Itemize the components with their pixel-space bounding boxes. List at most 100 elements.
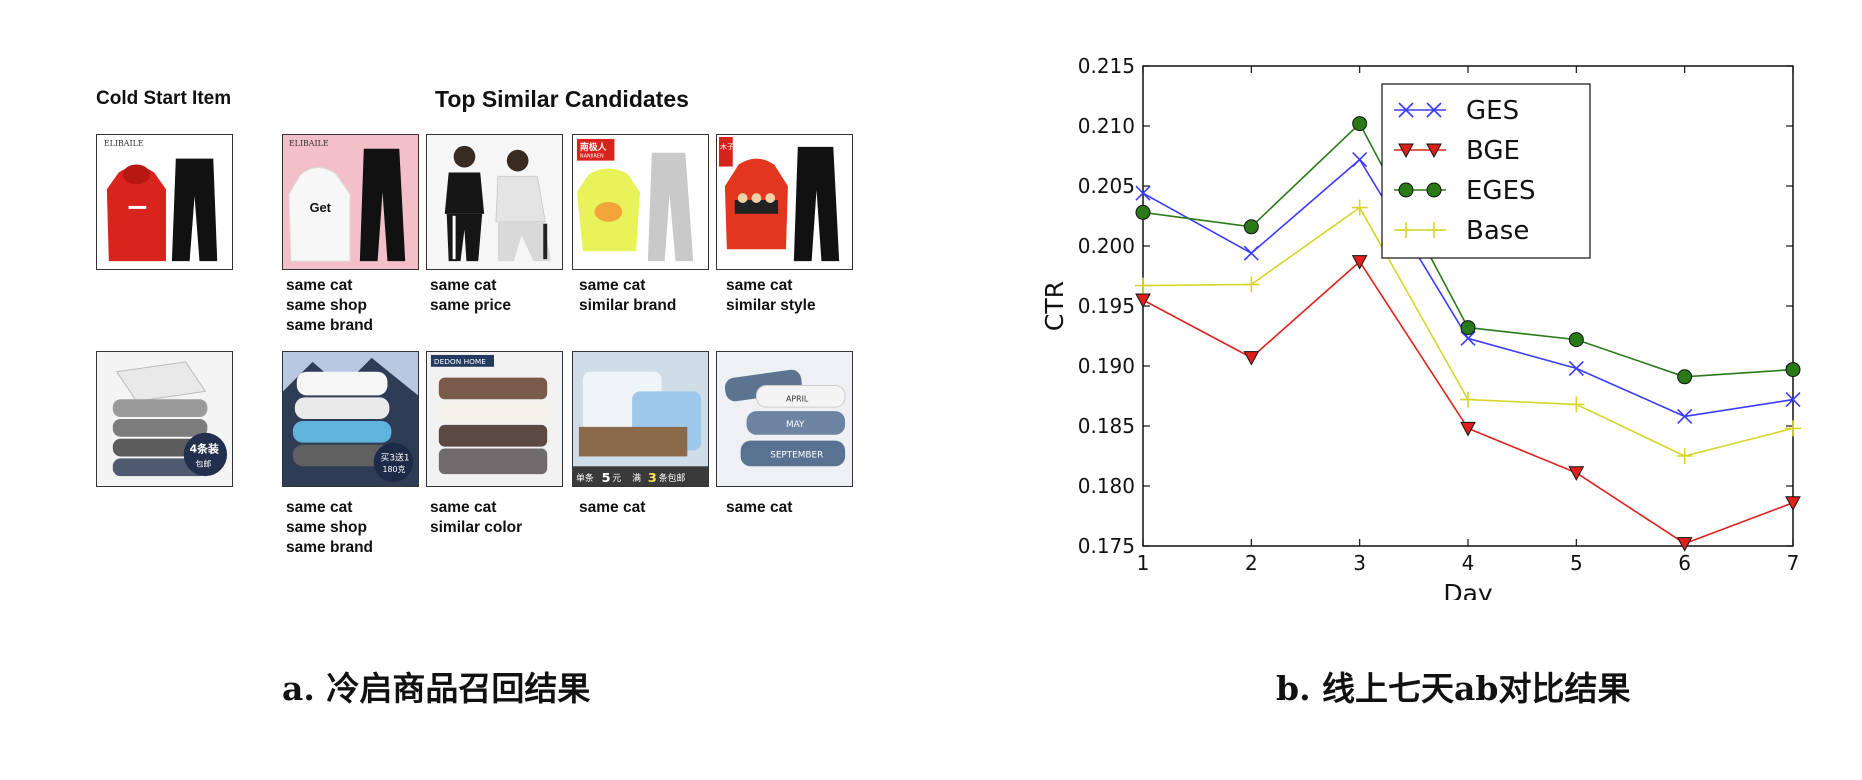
candidate-image-row1-2 [426, 134, 563, 270]
promo-text-3: 条包邮 [659, 472, 686, 484]
subcaption-a: a. 冷启商品召回结果 [282, 669, 591, 708]
caption-line: similar style [726, 297, 816, 314]
legend-marker [1426, 182, 1442, 198]
data-point-eges [1243, 219, 1259, 235]
data-point-base [1785, 420, 1801, 437]
candidate-image-row1-3: 南极人 NANJIREN [572, 134, 709, 270]
caption-line: similar brand [579, 297, 677, 314]
data-point-ges [1568, 360, 1584, 376]
caption-row1-3: same cat similar brand [579, 276, 676, 316]
legend-marker [1398, 102, 1414, 118]
caption-line: same cat [430, 499, 497, 516]
chart-series [1135, 116, 1801, 552]
y-tick-label: 0.205 [1078, 174, 1135, 198]
legend-marker [1426, 143, 1442, 159]
caption-row2-2: same cat similar color [430, 498, 522, 538]
brand-logo-text: 木子 [720, 142, 734, 151]
data-point-eges [1460, 320, 1476, 336]
caption-line: similar color [430, 519, 523, 536]
towel-text-2: MAY [786, 420, 805, 430]
hoodie-print-text: Get [310, 200, 332, 215]
data-point-eges [1568, 332, 1584, 348]
data-point-eges [1352, 116, 1368, 132]
legend-label: EGES [1466, 176, 1536, 206]
candidate-image-row2-2: DEDON HOME [426, 351, 563, 487]
data-point-eges [1785, 362, 1801, 378]
y-tick-label: 0.180 [1078, 474, 1135, 498]
y-axis-label: CTR [1040, 281, 1069, 331]
legend-marker [1398, 143, 1414, 159]
data-point-base [1568, 396, 1585, 413]
y-tick-label: 0.215 [1078, 54, 1135, 78]
chart-legend: GES BGE EGES Base [1381, 83, 1591, 259]
brand-logo-subtext: NANJIREN [580, 154, 604, 160]
candidate-image-row2-3: 单条 5 元 满 3 条包邮 [572, 351, 709, 487]
promo-text-2: 满 [632, 473, 641, 484]
candidate-image-row1-4: 木子 [716, 134, 853, 270]
candidate-image-row2-1: 买3送1 180克 [282, 351, 419, 487]
series-eges [1135, 116, 1801, 385]
data-point-ges [1677, 408, 1693, 424]
promo-count: 3 [648, 471, 657, 486]
data-point-bge [1243, 351, 1260, 366]
promo-text-1: 单条 [576, 472, 594, 484]
caption-row1-4: same cat similar style [726, 276, 816, 316]
caption-line: same cat [286, 277, 353, 294]
legend-label: GES [1466, 96, 1519, 126]
y-tick-label: 0.200 [1078, 234, 1135, 258]
caption-line: same brand [286, 539, 374, 556]
panel-a-cold-start-results: Cold Start Item Top Similar Candidates E… [0, 0, 900, 780]
promo-price: 5 [602, 471, 611, 486]
data-point-eges [1135, 204, 1151, 220]
caption-row1-2: same cat same price [430, 276, 511, 316]
promo-text: 4条装 [190, 442, 219, 456]
promo-subtext: 包邮 [196, 458, 212, 468]
caption-line: same price [430, 297, 511, 314]
y-tick-label: 0.195 [1078, 294, 1135, 318]
data-point-bge [1568, 466, 1585, 481]
x-tick-label: 7 [1787, 551, 1800, 575]
x-axis-label: Day [1443, 579, 1493, 600]
legend-marker [1398, 222, 1414, 238]
brand-text: ELIBAILE [104, 139, 144, 148]
data-point-bge [1676, 537, 1693, 552]
caption-line: same cat [726, 277, 793, 294]
data-point-ges [1352, 152, 1368, 168]
data-point-base [1676, 448, 1693, 464]
caption-line: same cat [286, 499, 353, 516]
legend-label: Base [1466, 216, 1529, 246]
legend-box [1381, 83, 1591, 259]
data-point-base [1351, 199, 1368, 216]
legend-marker [1398, 182, 1414, 198]
data-point-ges [1785, 392, 1801, 408]
cold-start-header: Cold Start Item [96, 88, 232, 109]
data-point-bge [1135, 293, 1151, 309]
caption-line: same cat [579, 499, 646, 516]
series-ges [1135, 152, 1801, 424]
top-similar-header: Top Similar Candidates [435, 86, 689, 112]
candidate-image-row1-1: ELIBAILE Get [282, 134, 419, 270]
caption-line: same cat [726, 499, 793, 516]
data-point-base [1243, 276, 1260, 293]
caption-row2-1: same cat same shop same brand [286, 498, 373, 558]
x-tick-label: 3 [1353, 551, 1366, 575]
caption-line: same cat [579, 277, 646, 294]
cold-item-image-row1: ELIBAILE [96, 134, 233, 270]
data-point-bge [1351, 255, 1368, 270]
data-point-base [1460, 391, 1476, 408]
data-point-base [1135, 277, 1151, 294]
candidate-image-row2-4: APRIL MAY SEPTEMBER [716, 351, 853, 487]
data-point-ges [1460, 330, 1476, 346]
data-point-bge [1785, 496, 1801, 511]
caption-row1-1: same cat same shop same brand [286, 276, 373, 336]
subcaption-b: b. 线上七天ab对比结果 [1276, 669, 1631, 708]
towel-text-1: APRIL [786, 394, 809, 403]
x-tick-label: 4 [1462, 551, 1475, 575]
ctr-line-chart: 0.175 0.180 0.185 0.190 0.195 0.200 0.205 0.210… [1040, 54, 1801, 600]
brand-logo-text: DEDON HOME [434, 357, 486, 366]
legend-label: BGE [1466, 136, 1520, 166]
x-tick-label: 1 [1137, 551, 1150, 575]
data-point-eges [1677, 369, 1693, 385]
caption-line: same brand [286, 317, 374, 334]
data-point-bge [1460, 421, 1476, 437]
